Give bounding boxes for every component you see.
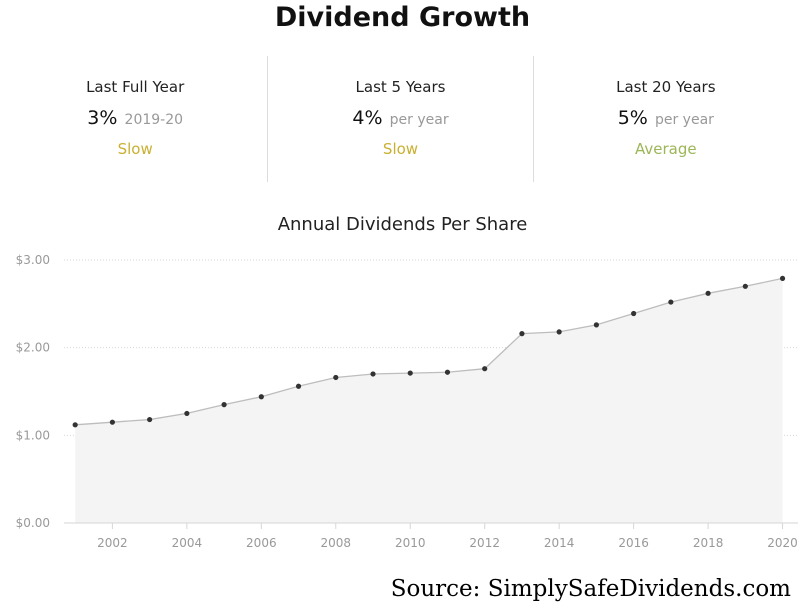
x-tick-label: 2008 [321,536,352,550]
data-point [779,275,786,282]
y-tick-label: $2.00 [16,341,50,355]
metric-last-full-year: Last Full Year 3% 2019-20 Slow [3,56,267,182]
y-tick-label: $1.00 [16,428,50,442]
data-point [221,402,227,408]
data-point [482,366,488,372]
x-tick-label: 2010 [395,536,426,550]
annual-dividends-chart: $0.00 $1.00 $2.00 $3.00 2002 2004 2006 2008 2010… [16,253,798,550]
metric-value: 5% [617,107,648,129]
data-point [519,331,525,337]
metric-label: Last 20 Years [616,78,716,96]
data-point [631,310,637,317]
chart-tick-labels: $0.00 $1.00 $2.00 $3.00 2002 2004 2006 2008 2010… [16,253,798,550]
metric-value: 4% [352,107,383,129]
x-tick-label: 2020 [767,536,798,550]
metric-value-row: 5% per year [534,106,798,132]
source-note: Source: SimplySafeDividends.com [390,576,791,602]
data-point [742,283,748,289]
data-point [705,290,711,296]
data-point [556,329,562,335]
metric-last-20-years: Last 20 Years 5% per year Average [532,56,798,182]
metric-value-row: 3% 2019-20 [3,106,267,132]
metric-period: 2019-20 [124,112,184,128]
data-point [184,410,190,417]
metric-last-5-years: Last 5 Years 4% per year Slow [267,56,532,182]
data-point [109,419,115,425]
data-point [147,416,153,423]
data-point [72,422,78,428]
data-point [295,383,302,389]
metric-value-row: 4% per year [268,106,532,132]
x-tick-label: 2016 [618,536,649,550]
dividend-line [75,277,783,426]
data-point [407,370,413,376]
data-point [258,394,264,400]
x-tick-label: 2012 [469,536,500,550]
data-point [444,369,451,375]
metric-period: per year [654,112,714,128]
data-point [668,299,674,305]
chart-points [72,275,786,428]
chart-area-layer [75,277,783,523]
chart-axes [64,522,798,529]
x-tick-label: 2018 [693,536,724,550]
chart-title: Annual Dividends Per Share [277,214,528,235]
dividend-growth-metrics: Last Full Year 3% 2019-20 Slow Last 5 Ye… [3,56,798,182]
x-tick-label: 2004 [172,536,203,550]
metric-label: Last Full Year [86,78,185,96]
x-tick-label: 2006 [246,536,277,550]
metric-rating: Slow [382,140,419,158]
dividend-area [75,278,783,523]
data-point [593,322,600,328]
metric-value: 3% [87,107,118,129]
metric-rating: Average [635,140,697,158]
x-tick-label: 2002 [97,536,128,550]
metric-label: Last 5 Years [355,78,446,96]
y-tick-label: $0.00 [16,516,50,530]
metric-period: per year [389,112,449,128]
metric-rating: Slow [117,140,153,158]
data-point [370,371,376,377]
page-title: Dividend Growth [274,2,531,33]
x-tick-label: 2014 [544,536,575,550]
y-tick-label: $3.00 [16,253,50,267]
data-point [333,374,339,381]
